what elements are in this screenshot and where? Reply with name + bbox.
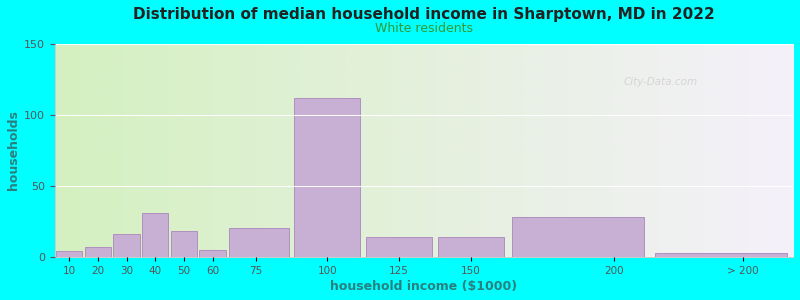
Bar: [438, 237, 503, 257]
Y-axis label: households: households: [7, 110, 20, 190]
X-axis label: household income ($1000): household income ($1000): [330, 280, 518, 293]
Bar: [142, 213, 168, 257]
Text: White residents: White residents: [375, 22, 473, 35]
Bar: [199, 250, 226, 257]
Bar: [512, 217, 644, 257]
Bar: [56, 251, 82, 257]
Bar: [294, 98, 360, 257]
Bar: [170, 231, 197, 257]
Text: City-Data.com: City-Data.com: [623, 77, 698, 87]
Bar: [366, 237, 432, 257]
Bar: [85, 247, 111, 257]
Title: Distribution of median household income in Sharptown, MD in 2022: Distribution of median household income …: [133, 7, 715, 22]
Bar: [655, 253, 787, 257]
Bar: [114, 234, 140, 257]
Bar: [230, 229, 289, 257]
